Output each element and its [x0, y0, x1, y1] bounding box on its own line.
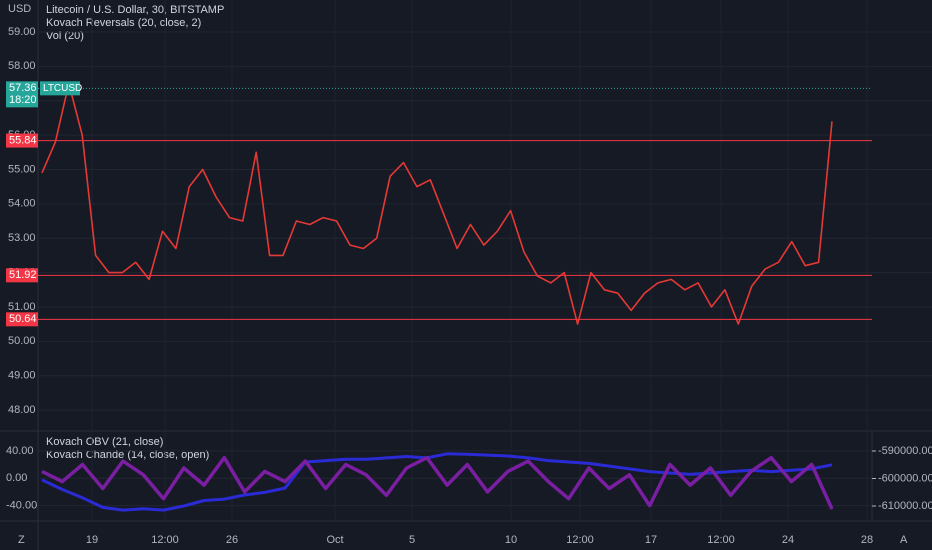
y-tick-label: 53.00: [8, 232, 36, 244]
y-tick-label: 0.00: [6, 472, 27, 484]
y-tick-label: 50.00: [8, 335, 36, 347]
y2-tick-label: -600000.00: [878, 472, 932, 484]
y-axis-label: USD: [8, 3, 31, 15]
x-tick-label: Oct: [326, 534, 343, 546]
log-toggle[interactable]: Z: [18, 534, 25, 546]
y-tick-label: 58.00: [8, 60, 36, 72]
indicator-line: [41, 452, 833, 512]
x-tick-label: 12:00: [566, 534, 594, 546]
legend-entry: Kovach Chande (14, close, open): [46, 449, 209, 461]
x-tick-label: 12:00: [707, 534, 735, 546]
y-tick-label: -40.00: [6, 499, 37, 511]
y-tick-label: 48.00: [8, 404, 36, 416]
x-tick-label: 28: [861, 534, 873, 546]
level-label-box: [6, 133, 38, 148]
indicator-label: Vol (20): [46, 30, 84, 42]
x-tick-label: 19: [86, 534, 98, 546]
auto-toggle[interactable]: A: [900, 534, 908, 546]
y2-tick-label: -590000.00: [878, 445, 932, 457]
y-tick-label: 55.00: [8, 163, 36, 175]
x-tick-label: 17: [645, 534, 657, 546]
symbol-label: LTCUSD: [43, 83, 82, 94]
y2-tick-label: -610000.00: [878, 500, 932, 512]
x-tick-label: 26: [226, 534, 238, 546]
y-tick-label: 54.00: [8, 198, 36, 210]
level-label: 55.84: [9, 134, 37, 146]
legend-entry: Kovach OBV (21, close): [46, 436, 163, 448]
y-tick-label: 51.00: [8, 301, 36, 313]
last-price-box: [6, 81, 38, 108]
y-tick-label: 40.00: [6, 445, 34, 457]
indicator-line: [41, 455, 834, 510]
level-label-box: [6, 268, 38, 283]
y-tick-label: 59.00: [8, 26, 36, 38]
countdown: 18:20: [9, 94, 37, 106]
level-label-box: [6, 312, 38, 327]
x-tick-label: 24: [782, 534, 794, 546]
chart-title: Litecoin / U.S. Dollar, 30, BITSTAMP: [46, 4, 224, 16]
symbol-box: [40, 81, 80, 96]
price-line: [41, 82, 833, 325]
last-price-label: 57.36: [9, 82, 37, 94]
y-tick-label: 49.00: [8, 370, 36, 382]
level-label: 50.64: [9, 313, 37, 325]
x-tick-label: 5: [409, 534, 415, 546]
level-label: 51.92: [9, 269, 37, 281]
x-tick-label: 12:00: [151, 534, 179, 546]
indicator-label: Kovach Reversals (20, close, 2): [46, 17, 201, 29]
x-tick-label: 10: [505, 534, 517, 546]
